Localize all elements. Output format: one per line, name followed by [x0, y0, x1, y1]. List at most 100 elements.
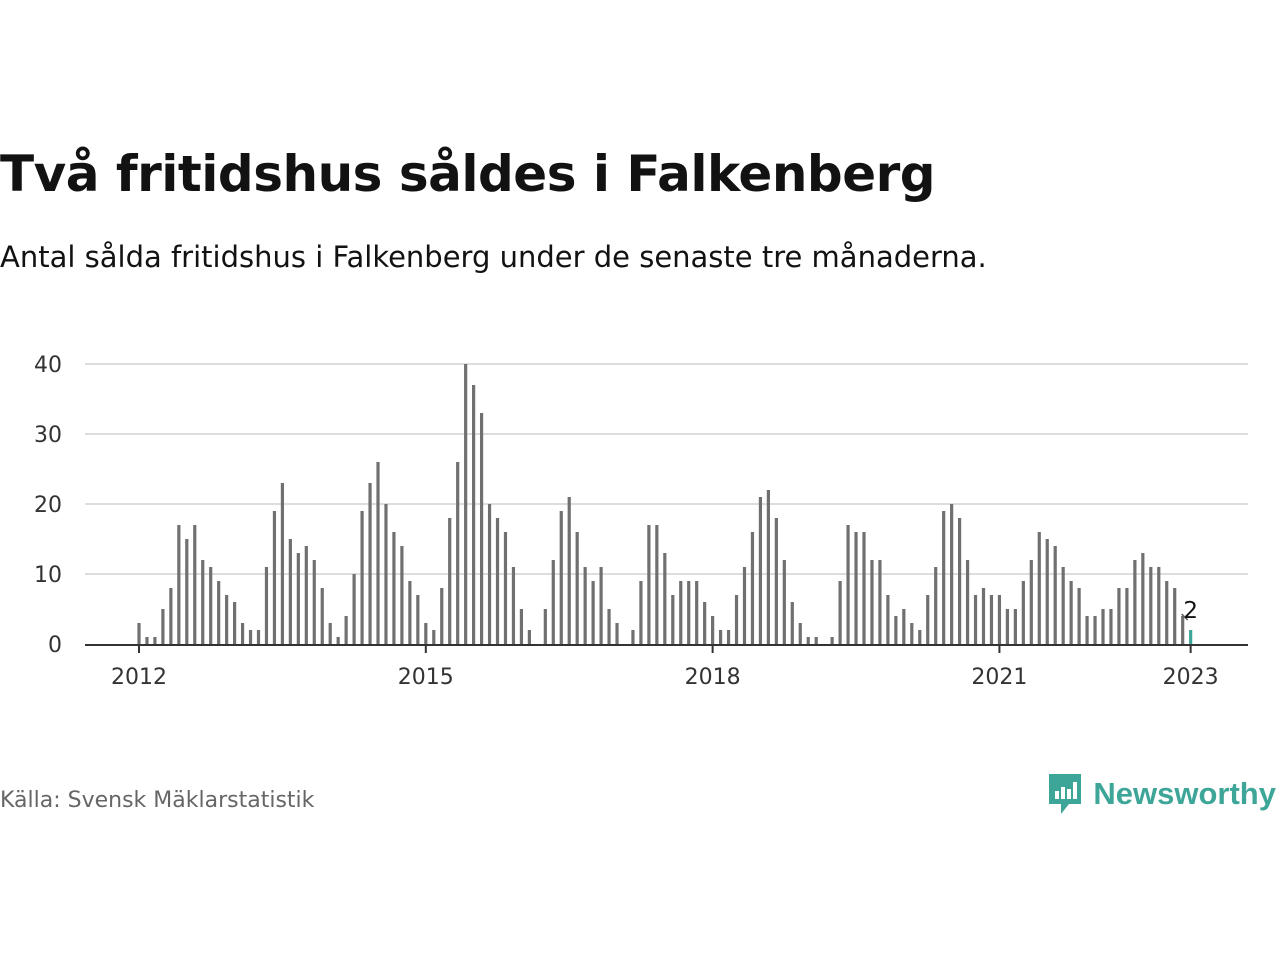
bar — [782, 560, 786, 644]
bar — [1037, 532, 1041, 644]
bar — [384, 504, 388, 644]
bar — [1133, 560, 1137, 644]
bar — [392, 532, 396, 644]
bar — [631, 630, 635, 644]
bar — [1149, 567, 1153, 644]
bar — [1173, 588, 1177, 644]
bar — [487, 504, 492, 644]
bar — [655, 525, 659, 644]
bar — [408, 581, 412, 644]
bar — [1045, 539, 1049, 644]
bar — [527, 630, 531, 644]
bar — [456, 462, 460, 644]
bar — [296, 553, 300, 644]
x-tick-label: 2018 — [685, 665, 741, 690]
bar — [336, 637, 340, 644]
bar — [1181, 616, 1185, 644]
bar — [950, 504, 954, 644]
bar — [663, 553, 667, 644]
bar — [1013, 609, 1017, 644]
bar-chart: 0 10 20 30 40 2012 2015 2018 2021 2023 2 — [34, 353, 1248, 690]
bar — [1109, 609, 1113, 644]
x-axis-ticks: 2012 2015 2018 2021 2023 — [111, 645, 1219, 690]
bar — [145, 637, 149, 644]
bar — [695, 581, 699, 644]
bar — [1021, 581, 1025, 644]
y-tick-label: 20 — [34, 493, 62, 518]
bar — [400, 546, 404, 644]
bar — [416, 595, 420, 644]
bar — [615, 623, 619, 644]
bar — [225, 595, 229, 644]
y-tick-label: 40 — [34, 353, 62, 378]
bar — [272, 511, 277, 644]
data-labels: 2 — [1181, 598, 1198, 624]
bar — [718, 630, 723, 644]
bar — [312, 560, 316, 644]
gridlines — [85, 363, 1248, 575]
bar — [607, 609, 611, 644]
bar — [1077, 588, 1081, 644]
bar — [575, 532, 579, 644]
bar — [750, 532, 755, 644]
bar — [161, 609, 165, 644]
bar — [878, 560, 882, 644]
bar — [432, 630, 436, 644]
y-tick-label: 10 — [34, 563, 62, 588]
bar — [495, 518, 500, 644]
bar — [1093, 616, 1097, 644]
bar — [1117, 588, 1121, 644]
bar — [758, 497, 763, 644]
bar — [918, 630, 922, 644]
bar — [352, 574, 356, 644]
bar — [201, 560, 205, 644]
brand-logo: Newsworthy — [1047, 772, 1276, 816]
bar — [1085, 616, 1089, 644]
bar — [934, 567, 938, 644]
bar — [511, 567, 516, 644]
bar — [320, 588, 324, 644]
bar — [894, 616, 898, 644]
bar — [559, 511, 563, 644]
bar — [153, 637, 157, 644]
bar — [687, 581, 691, 644]
bar — [567, 497, 571, 644]
bar — [798, 623, 802, 644]
bar — [790, 602, 794, 644]
bar — [1061, 567, 1065, 644]
data-label-leader — [1181, 613, 1189, 621]
bar — [599, 567, 603, 644]
bars — [137, 364, 1193, 644]
bar — [766, 490, 770, 644]
brand-name: Newsworthy — [1093, 776, 1276, 811]
bar — [248, 630, 253, 644]
x-tick-label: 2015 — [398, 665, 454, 690]
newsworthy-logo-icon — [1049, 774, 1082, 814]
y-tick-label: 0 — [48, 633, 62, 658]
bar — [543, 609, 547, 644]
bar — [1005, 609, 1009, 644]
bar — [209, 567, 213, 644]
bar — [233, 602, 237, 644]
bar — [217, 581, 221, 644]
bar — [519, 609, 524, 644]
y-tick-label: 30 — [34, 423, 62, 448]
x-tick-label: 2012 — [111, 665, 167, 690]
bar — [973, 595, 978, 644]
x-tick-label: 2023 — [1163, 665, 1219, 690]
bar — [440, 588, 444, 644]
bar — [703, 602, 707, 644]
bar — [854, 532, 858, 644]
bar — [997, 595, 1002, 644]
bar — [424, 623, 428, 644]
bar — [886, 595, 890, 644]
bar — [344, 616, 348, 644]
bar — [942, 511, 946, 644]
bar — [958, 518, 962, 644]
bar — [902, 609, 906, 644]
bar — [926, 595, 930, 644]
bar — [989, 595, 994, 644]
bar — [304, 546, 308, 644]
bar — [137, 623, 141, 644]
bar — [838, 581, 842, 644]
